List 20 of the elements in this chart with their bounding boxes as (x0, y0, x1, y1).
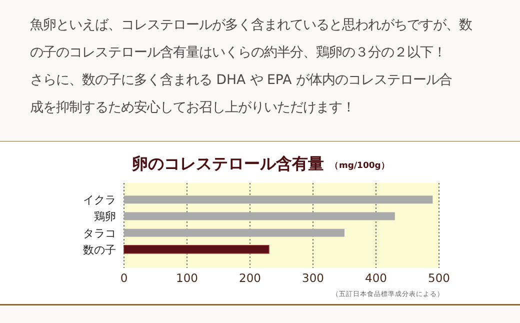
chart-title: 卵のコレステロール含有量 (132, 154, 324, 173)
text: 魚卵といえば、コレステロールが多く含まれていると思われがちですが、数 (30, 18, 472, 33)
text: の子のコレステロール含有量はいくらの約半分、鶏卵の３分の２以下！ (30, 46, 446, 60)
chart-subtitle: （mg/100g） (330, 161, 390, 171)
x-tick-label: 500 (428, 271, 450, 285)
x-tick-label: 100 (176, 271, 198, 285)
text: 成を抑制するため安心してお召し上がりいただけます！ (30, 100, 355, 116)
x-tick-label: 200 (239, 271, 261, 285)
x-tick-label: 400 (365, 271, 387, 285)
y-tick-label: タラコ (83, 226, 116, 240)
y-tick-label: イクラ (83, 194, 116, 207)
y-tick-label: 数の子 (83, 243, 116, 256)
bar (124, 196, 433, 204)
text: さらに、数の子に多く含まれる DHA や EPA が体内のコレステロール合 (30, 73, 452, 88)
bar (124, 228, 344, 237)
y-tick-label: 鶏卵 (94, 210, 116, 224)
bar (124, 245, 270, 254)
bar (124, 212, 395, 220)
x-tick-label: 300 (302, 271, 324, 285)
x-tick-label: 0 (120, 271, 128, 285)
